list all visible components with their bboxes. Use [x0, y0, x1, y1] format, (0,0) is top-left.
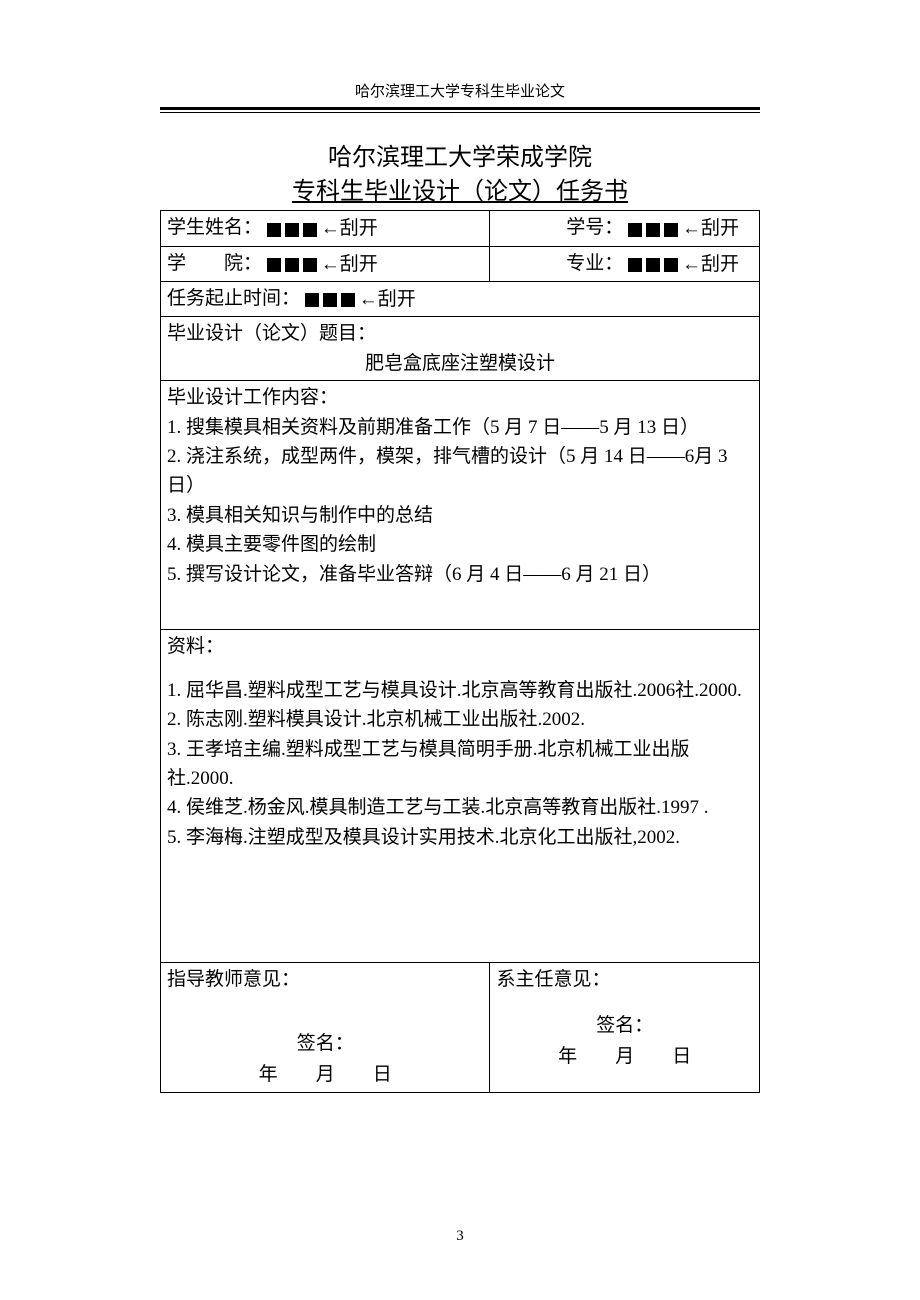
page-number: 3: [0, 1228, 920, 1245]
running-header: 哈尔滨理工大学专科生毕业论文: [160, 80, 760, 101]
redacted-student-name: [267, 214, 321, 243]
advisor-signature-label: 签名：: [167, 1029, 483, 1059]
row-college-major: 学 院： ←刮开 专业： ←刮开: [161, 246, 760, 281]
hint-period: ←刮开: [359, 289, 416, 310]
hint-major: ←刮开: [682, 253, 739, 274]
reference-item: 2. 陈志刚.塑料模具设计.北京机械工业出版社.2002.: [167, 705, 753, 734]
redacted-college: [267, 249, 321, 278]
reference-item: 1. 屈华昌.塑料成型工艺与模具设计.北京高等教育出版社.2006社.2000.: [167, 676, 753, 705]
row-name-id: 学生姓名： ←刮开 学号： ←刮开: [161, 211, 760, 246]
label-work-content: 毕业设计工作内容：: [167, 383, 753, 412]
label-period: 任务起止时间：: [167, 288, 300, 309]
redacted-student-id: [628, 214, 682, 243]
hint-student-id: ←刮开: [682, 218, 739, 239]
thesis-title-text: 肥皂盒底座注塑模设计: [167, 349, 753, 378]
advisor-opinion-cell: 指导教师意见： 签名： 年 月 日: [167, 965, 483, 1090]
row-references: 资料： 1. 屈华昌.塑料成型工艺与模具设计.北京高等教育出版社.2006社.2…: [161, 630, 760, 963]
hint-college: ←刮开: [321, 253, 378, 274]
page-container: 哈尔滨理工大学专科生毕业论文 哈尔滨理工大学荣成学院 专科生毕业设计（论文）任务…: [0, 0, 920, 1133]
label-dean-opinion: 系主任意见：: [496, 965, 753, 994]
reference-item: 4. 侯维芝.杨金风.模具制造工艺与工装.北京高等教育出版社.1997 .: [167, 793, 753, 822]
redacted-period: [305, 285, 359, 314]
dean-date-line: 年 月 日: [496, 1042, 753, 1072]
hint-student-name: ←刮开: [321, 218, 378, 239]
label-materials: 资料：: [167, 632, 753, 661]
task-form-table: 学生姓名： ←刮开 学号： ←刮开 学 院： ←刮开 专业： ←刮开 任务起止时…: [160, 210, 760, 1093]
reference-item: 3. 王孝培主编.塑料成型工艺与模具简明手册.北京机械工业出版社.2000.: [167, 735, 753, 794]
header-rule: [160, 107, 760, 113]
redacted-major: [628, 249, 682, 278]
label-college: 学 院：: [167, 253, 262, 274]
institution-title: 哈尔滨理工大学荣成学院: [160, 141, 760, 175]
label-thesis-title: 毕业设计（论文）题目：: [167, 319, 753, 348]
work-item: 2. 浇注系统，成型两件，模架，排气槽的设计（5 月 14 日——6月 3 日）: [167, 442, 753, 501]
label-major: 专业：: [566, 253, 623, 274]
work-item: 1. 搜集模具相关资料及前期准备工作（5 月 7 日——5 月 13 日）: [167, 413, 753, 442]
reference-item: 5. 李海梅.注塑成型及模具设计实用技术.北京化工出版社,2002.: [167, 823, 753, 852]
dean-signature-label: 签名：: [496, 1011, 753, 1041]
label-advisor-opinion: 指导教师意见：: [167, 965, 483, 994]
row-signatures: 指导教师意见： 签名： 年 月 日 系主任意见： 签名： 年: [161, 963, 760, 1093]
label-student-id: 学号：: [566, 217, 623, 238]
label-student-name: 学生姓名：: [167, 217, 262, 238]
row-thesis-title: 毕业设计（论文）题目： 肥皂盒底座注塑模设计: [161, 317, 760, 381]
document-title: 专科生毕业设计（论文）任务书: [160, 175, 760, 209]
dean-opinion-cell: 系主任意见： 签名： 年 月 日: [496, 965, 753, 1090]
work-item: 4. 模具主要零件图的绘制: [167, 530, 753, 559]
row-period: 任务起止时间： ←刮开: [161, 281, 760, 316]
work-item: 3. 模具相关知识与制作中的总结: [167, 501, 753, 530]
row-work-content: 毕业设计工作内容： 1. 搜集模具相关资料及前期准备工作（5 月 7 日——5 …: [161, 381, 760, 630]
advisor-date-line: 年 月 日: [167, 1060, 483, 1090]
work-item: 5. 撰写设计论文，准备毕业答辩（6 月 4 日——6 月 21 日）: [167, 560, 753, 589]
